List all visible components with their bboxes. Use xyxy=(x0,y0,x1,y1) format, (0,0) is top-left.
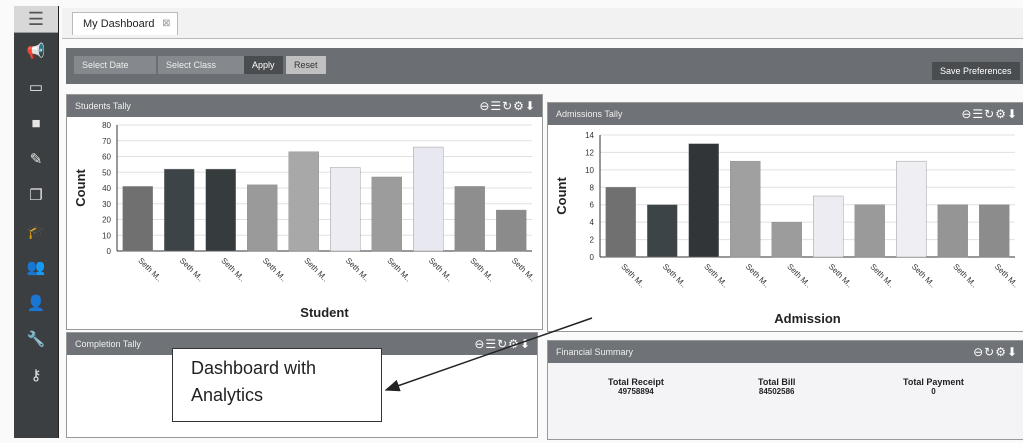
x-axis-label: Admission xyxy=(774,311,841,326)
users-icon[interactable]: 👥 xyxy=(26,259,46,276)
bar[interactable] xyxy=(771,221,802,258)
total-bill-label: Total Bill xyxy=(758,377,796,387)
y-tick-label: 80 xyxy=(102,121,111,130)
save-preferences-button[interactable]: Save Preferences xyxy=(932,62,1020,80)
bar[interactable] xyxy=(164,168,195,252)
bar[interactable] xyxy=(896,160,927,258)
y-tick-label: 50 xyxy=(102,168,111,177)
x-axis-label: Student xyxy=(300,305,349,320)
megaphone-icon[interactable]: 📢 xyxy=(26,43,46,60)
panel-header: Admissions Tally ⊖☰↻⚙⬇ xyxy=(548,103,1023,125)
bar[interactable] xyxy=(937,204,968,258)
bar[interactable] xyxy=(688,143,719,258)
menu-icon[interactable]: ☰ xyxy=(14,6,58,33)
panel-header: Financial Summary ⊖↻⚙⬇ xyxy=(548,341,1023,363)
tab-my-dashboard[interactable]: My Dashboard ⊠ xyxy=(72,12,178,35)
total-payment-value: 0 xyxy=(931,387,936,396)
bar[interactable] xyxy=(247,184,278,252)
bar[interactable] xyxy=(330,167,361,252)
total-receipt: Total Receipt 49758894 xyxy=(608,377,664,396)
panel-header: Students Tally ⊖☰↻⚙⬇ xyxy=(67,95,542,117)
y-tick-label: 0 xyxy=(590,253,595,262)
key-icon[interactable]: ⚷ xyxy=(30,367,42,384)
callout-line-1: Dashboard with xyxy=(191,358,317,378)
bar[interactable] xyxy=(979,204,1010,258)
y-tick-label: 10 xyxy=(102,231,111,240)
total-bill-value: 84502586 xyxy=(758,387,795,396)
bar[interactable] xyxy=(813,195,844,258)
y-tick-label: 70 xyxy=(102,137,111,146)
panel-tools-icon[interactable]: ⊖☰↻⚙⬇ xyxy=(961,107,1018,121)
y-tick-label: 60 xyxy=(102,153,111,162)
total-receipt-label: Total Receipt xyxy=(608,377,664,387)
bar[interactable] xyxy=(413,146,444,252)
y-tick-label: 20 xyxy=(102,216,111,225)
y-tick-label: 10 xyxy=(585,166,594,175)
bar[interactable] xyxy=(496,209,527,252)
bar[interactable] xyxy=(454,186,485,252)
filter-bar: Select Date Select Class Apply Reset Sav… xyxy=(66,48,1023,84)
annotation-callout: Dashboard with Analytics xyxy=(172,348,382,422)
total-bill: Total Bill 84502586 xyxy=(758,377,795,396)
y-tick-label: 4 xyxy=(590,218,595,227)
y-tick-label: 40 xyxy=(102,184,111,193)
bar[interactable] xyxy=(205,168,236,252)
bar[interactable] xyxy=(854,204,885,258)
y-axis-label: Count xyxy=(554,177,569,215)
total-receipt-value: 49758894 xyxy=(618,387,654,396)
user-icon[interactable]: 👤 xyxy=(26,295,46,312)
select-date-button[interactable]: Select Date xyxy=(74,56,156,74)
y-tick-label: 6 xyxy=(590,201,595,210)
close-icon[interactable]: ⊠ xyxy=(162,18,171,29)
y-tick-label: 0 xyxy=(107,247,112,256)
panel-title: Completion Tally xyxy=(75,339,141,349)
bar[interactable] xyxy=(647,204,678,258)
panel-tools-icon[interactable]: ⊖☰↻⚙⬇ xyxy=(479,99,536,113)
bar[interactable] xyxy=(605,187,636,258)
students-tally-panel: Students Tally ⊖☰↻⚙⬇ Count 0 10 20 30 40 50 60 7… xyxy=(66,94,543,330)
edit-icon[interactable]: ✎ xyxy=(29,151,43,168)
bar[interactable] xyxy=(371,176,402,252)
panel-tools-icon[interactable]: ⊖↻⚙⬇ xyxy=(973,345,1018,359)
bar[interactable] xyxy=(122,186,153,252)
tab-bar: My Dashboard ⊠ xyxy=(62,8,1023,39)
callout-line-2: Analytics xyxy=(191,385,264,405)
card-icon[interactable]: ▭ xyxy=(28,79,44,96)
panel-tools-icon[interactable]: ⊖☰↻⚙⬇ xyxy=(474,337,531,351)
financial-summary-panel: Financial Summary ⊖↻⚙⬇ Total Receipt 497… xyxy=(547,340,1023,440)
apply-button[interactable]: Apply xyxy=(244,56,283,74)
y-tick-label: 2 xyxy=(590,236,595,245)
sidebar: ☰ 📢 ▭ ■ ✎ ❐ 🎓 👥 👤 🔧 ⚷ xyxy=(14,6,59,438)
y-tick-label: 8 xyxy=(590,183,595,192)
book-icon[interactable]: ■ xyxy=(31,114,41,132)
panel-title: Financial Summary xyxy=(556,347,634,357)
bar[interactable] xyxy=(288,151,319,252)
total-payment: Total Payment 0 xyxy=(903,377,964,396)
admissions-tally-panel: Admissions Tally ⊖☰↻⚙⬇ Count 0 2 4 6 8 10 12 14 S… xyxy=(547,102,1023,332)
y-tick-label: 14 xyxy=(585,131,594,140)
reset-button[interactable]: Reset xyxy=(286,56,326,74)
y-axis-label: Count xyxy=(73,169,88,207)
bar[interactable] xyxy=(730,160,761,258)
window-icon[interactable]: ❐ xyxy=(29,187,43,204)
y-tick-label: 12 xyxy=(585,148,594,157)
panel-title: Admissions Tally xyxy=(556,109,623,119)
wrench-icon[interactable]: 🔧 xyxy=(26,331,46,348)
total-payment-label: Total Payment xyxy=(903,377,964,387)
y-tick-label: 30 xyxy=(102,200,111,209)
select-class-button[interactable]: Select Class xyxy=(158,56,244,74)
graduation-icon[interactable]: 🎓 xyxy=(26,223,46,240)
panel-title: Students Tally xyxy=(75,101,131,111)
tab-label: My Dashboard xyxy=(83,18,155,30)
